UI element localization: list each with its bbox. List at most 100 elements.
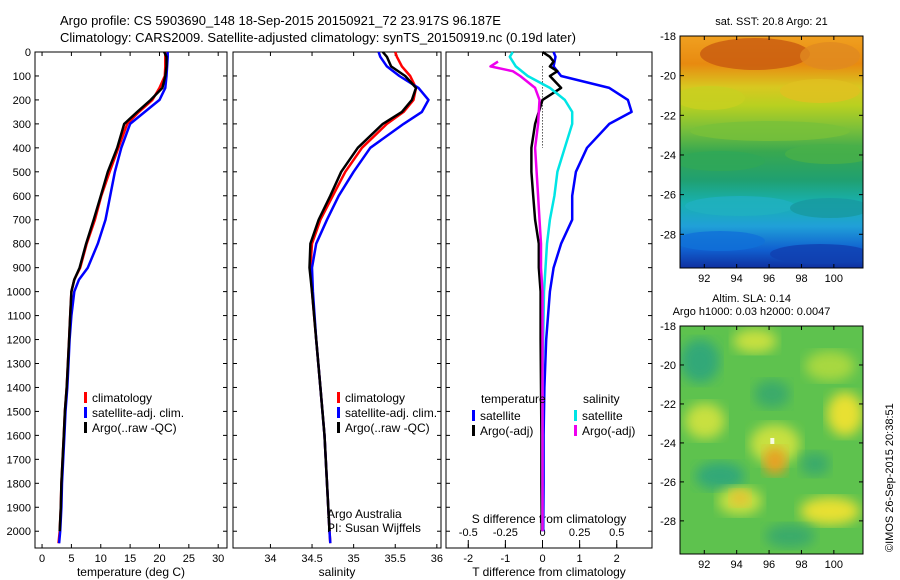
sla-patch	[680, 339, 720, 383]
legend-entry: Argo(-adj)	[480, 424, 533, 438]
x2-tick-label: 0	[539, 527, 545, 539]
series-line	[308, 51, 418, 532]
y-tick-label: 400	[13, 143, 31, 155]
x-tick-label: 30	[212, 553, 224, 565]
y-tick-label: -20	[660, 71, 676, 83]
map-title: Altim. SLA: 0.14	[712, 293, 791, 305]
x2-axis-label: S difference from climatology	[472, 512, 627, 526]
sla-patch	[750, 424, 800, 464]
x2-tick-label: -0.5	[459, 527, 478, 539]
y-tick-label: 1800	[7, 478, 31, 490]
sla-patch	[765, 524, 815, 548]
y-tick-label: 1300	[7, 358, 31, 370]
y-tick-label: -22	[660, 399, 676, 411]
difference-panel: -2 -1 0 1 2T difference from climatology -0.5…	[445, 50, 653, 579]
x-tick-label: 34.5	[301, 553, 322, 565]
sst-patch	[680, 86, 745, 110]
sst-patch	[780, 79, 860, 103]
legend-entry: satellite	[480, 409, 521, 423]
annotation: PI: Susan Wijffels	[327, 521, 421, 535]
x-tick-label: -2	[463, 553, 473, 565]
y-tick-label: 1900	[7, 502, 31, 514]
sst-patch	[785, 144, 863, 164]
map-frame	[679, 325, 864, 555]
y-tick-label: 800	[13, 239, 31, 251]
x-tick-label: 100	[825, 273, 843, 285]
plot-frame	[34, 51, 228, 549]
x-tick-label: 2	[614, 553, 620, 565]
x-tick-label: 1	[577, 553, 583, 565]
y-tick-label: 1600	[7, 430, 31, 442]
y-tick-label: 1500	[7, 406, 31, 418]
profile-plots: 0100200300400500600700800900100011001200…	[7, 47, 653, 579]
legend-swatch	[84, 407, 87, 418]
legend-entry: satellite	[582, 409, 623, 423]
x-axis-label: salinity	[319, 565, 356, 579]
sla-patch	[763, 447, 787, 475]
map-title: sat. SST: 20.8 Argo: 21	[715, 16, 828, 28]
y-tick-label: -28	[660, 229, 676, 241]
legend-entry: climatology	[345, 391, 405, 405]
header-line-2: Climatology: CARS2009. Satellite-adjuste…	[60, 30, 576, 45]
x-tick-label: 15	[124, 553, 136, 565]
x-tick-label: 34	[264, 553, 276, 565]
sst-patch	[800, 42, 860, 70]
legend-entry: satellite-adj. clim.	[92, 406, 184, 420]
y-tick-label: 1400	[7, 382, 31, 394]
x-axis-label: temperature (deg C)	[77, 565, 185, 579]
y-tick-label: -24	[660, 150, 676, 162]
series-line	[530, 50, 563, 532]
legend-title: salinity	[583, 392, 620, 406]
sla-patch	[695, 462, 745, 490]
legend-swatch	[574, 425, 577, 436]
legend-entry: climatology	[92, 391, 152, 405]
x-tick-label: 0	[539, 553, 545, 565]
x-tick-label: 20	[153, 553, 165, 565]
x-tick-label: 35.5	[385, 553, 406, 565]
y-tick-label: 1100	[7, 311, 31, 323]
y-tick-label: -18	[660, 321, 676, 333]
temperature-panel: 0100200300400500600700800900100011001200…	[7, 47, 228, 579]
y-tick-label: -28	[660, 516, 676, 528]
x-tick-label: 36	[431, 553, 443, 565]
y-tick-label: 900	[13, 263, 31, 275]
sla-patch	[800, 497, 860, 525]
x-tick-label: 92	[698, 273, 710, 285]
legend-swatch	[472, 425, 475, 436]
x-tick-label: 25	[183, 553, 195, 565]
x-tick-label: 35	[348, 553, 360, 565]
sst-patch	[700, 38, 810, 70]
map-frame	[679, 35, 864, 269]
y-tick-label: 1000	[7, 287, 31, 299]
x-tick-label: 5	[68, 553, 74, 565]
header-line-1: Argo profile: CS 5903690_148 18-Sep-2015…	[60, 13, 501, 28]
legend-swatch	[84, 422, 87, 433]
y-tick-label: -26	[660, 477, 676, 489]
x-tick-label: 0	[39, 553, 45, 565]
y-tick-label: -24	[660, 438, 676, 450]
x2-tick-label: 0.5	[609, 527, 624, 539]
x2-tick-label: -0.25	[493, 527, 518, 539]
sst-patch	[680, 151, 765, 171]
y-tick-label: 1200	[7, 335, 31, 347]
legend-entry: Argo(-adj)	[582, 424, 635, 438]
legend-title: temperature	[481, 392, 546, 406]
salinity-panel: 34 34.5 35 35.5 36 salinity climatologysatelli…	[232, 51, 443, 579]
y-tick-label: 200	[13, 95, 31, 107]
x-tick-label: 98	[795, 559, 807, 571]
x2-tick-label: 0.25	[569, 527, 590, 539]
y-tick-label: 300	[13, 119, 31, 131]
x-axis-label: T difference from climatology	[472, 565, 626, 579]
sla-patch	[800, 452, 830, 476]
legend-entry: Argo(..raw -QC)	[92, 421, 177, 435]
x-tick-label: 96	[763, 559, 775, 571]
sla-patch	[733, 329, 777, 353]
sla-patch	[805, 351, 855, 381]
sst-patch	[680, 231, 765, 251]
y-tick-label: -18	[660, 31, 676, 43]
legend-swatch	[337, 407, 340, 418]
sla-patch	[754, 380, 790, 408]
legend-swatch	[472, 410, 475, 421]
y-tick-label: 100	[13, 71, 31, 83]
